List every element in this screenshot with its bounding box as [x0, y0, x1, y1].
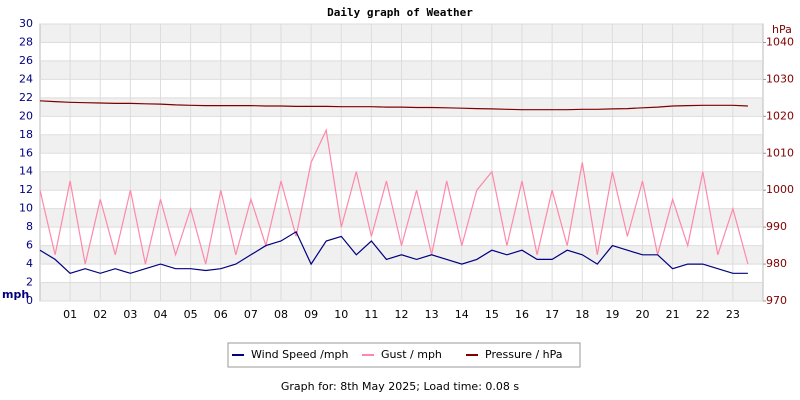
- x-tick-label: 18: [575, 308, 589, 321]
- x-tick-label: 03: [123, 308, 137, 321]
- y-tick-label: 30: [19, 17, 33, 30]
- y-tick-label: 20: [19, 109, 33, 122]
- x-tick-label: 12: [395, 308, 409, 321]
- y-tick-label: 6: [26, 239, 33, 252]
- x-tick-label: 09: [304, 308, 318, 321]
- y2-tick-label: 1040: [766, 35, 794, 48]
- x-tick-label: 20: [636, 308, 650, 321]
- legend-label: Pressure / hPa: [485, 348, 563, 361]
- x-tick-label: 02: [93, 308, 107, 321]
- y2-axis-label: hPa: [772, 23, 792, 36]
- caption: Graph for: 8th May 2025; Load time: 0.08…: [281, 380, 520, 393]
- y2-tick-label: 980: [766, 257, 787, 270]
- x-tick-label: 04: [154, 308, 168, 321]
- y-tick-label: 26: [19, 54, 33, 67]
- series-line: [39, 128, 749, 265]
- y-tick-label: 12: [19, 183, 33, 196]
- x-tick-label: 08: [274, 308, 288, 321]
- y-tick-label: 8: [26, 220, 33, 233]
- x-tick-label: 16: [515, 308, 529, 321]
- legend-label: Gust / mph: [381, 348, 442, 361]
- y-axis-label: mph: [2, 288, 29, 301]
- x-tick-label: 23: [726, 308, 740, 321]
- y2-tick-label: 1020: [766, 109, 794, 122]
- x-tick-label: 17: [545, 308, 559, 321]
- y-tick-label: 10: [19, 202, 33, 215]
- y-tick-label: 14: [19, 165, 33, 178]
- y2-tick-label: 1030: [766, 72, 794, 85]
- y-tick-label: 24: [19, 72, 33, 85]
- x-tick-label: 06: [214, 308, 228, 321]
- y-tick-label: 0: [26, 294, 33, 307]
- x-tick-label: 01: [63, 308, 77, 321]
- x-tick-label: 21: [666, 308, 680, 321]
- x-tick-label: 11: [364, 308, 378, 321]
- legend-box: [227, 342, 581, 368]
- y2-tick-label: 990: [766, 220, 787, 233]
- legend-label: Wind Speed /mph: [251, 348, 349, 361]
- y-tick-label: 2: [26, 276, 33, 289]
- x-tick-label: 19: [605, 308, 619, 321]
- y-tick-label: 22: [19, 91, 33, 104]
- y-tick-label: 28: [19, 35, 33, 48]
- chart-title: Daily graph of Weather: [327, 6, 473, 19]
- x-tick-label: 15: [485, 308, 499, 321]
- x-tick-label: 14: [455, 308, 469, 321]
- y2-tick-label: 1010: [766, 146, 794, 159]
- y2-tick-label: 970: [766, 294, 787, 307]
- x-tick-label: 22: [696, 308, 710, 321]
- x-tick-label: 07: [244, 308, 258, 321]
- series-line: [39, 230, 748, 274]
- x-tick-label: 05: [184, 308, 198, 321]
- y-tick-label: 4: [26, 257, 33, 270]
- y-tick-label: 18: [19, 128, 33, 141]
- series-line: [39, 100, 748, 111]
- x-tick-label: 10: [334, 308, 348, 321]
- x-tick-label: 13: [425, 308, 439, 321]
- y2-tick-label: 1000: [766, 183, 794, 196]
- y-tick-label: 16: [19, 146, 33, 159]
